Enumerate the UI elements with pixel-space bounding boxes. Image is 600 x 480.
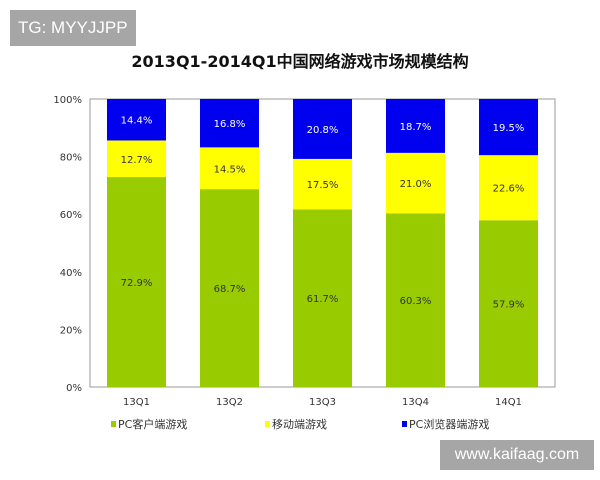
data-label: 57.9% [493,300,525,311]
x-tick-label: 13Q1 [123,397,150,408]
bar-segment [293,209,352,387]
data-label: 61.7% [307,294,339,305]
data-label: 22.6% [493,184,525,195]
data-label: 12.7% [121,155,153,166]
data-label: 19.5% [493,123,525,134]
legend-label: PC客户端游戏 [118,417,187,431]
bar-segment [293,158,352,210]
data-label: 60.3% [400,296,432,307]
x-tick-label: 13Q3 [309,397,336,408]
data-label: 16.8% [214,119,246,130]
legend-label: 移动端游戏 [272,418,327,431]
bar-segment [479,155,538,221]
y-tick-label: 60% [60,210,82,221]
bar-segment [293,99,352,159]
data-label: 20.8% [307,125,339,136]
watermark-bottom-right: www.kaifaag.com [440,440,594,470]
x-tick-label: 14Q1 [495,397,522,408]
x-tick-label: 13Q4 [402,397,429,408]
legend-marker [402,421,407,427]
y-tick-label: 20% [60,325,82,336]
bar-segment [386,99,445,153]
bar-segment [479,220,538,387]
y-tick-label: 80% [60,153,82,164]
bar-segment [200,99,259,148]
watermark-top-left: TG: MYYJJPP [10,10,136,46]
legend-marker [265,421,270,427]
legend-marker [111,421,116,427]
data-label: 17.5% [307,180,339,191]
data-label: 18.7% [400,122,432,133]
y-tick-label: 40% [60,268,82,279]
bar-segment [107,177,166,387]
chart-title: 2013Q1-2014Q1中国网络游戏市场规模结构 [131,52,469,71]
bar-segment [200,189,259,387]
y-tick-label: 0% [66,383,82,394]
data-label: 68.7% [214,284,246,295]
bar-segment [479,99,538,156]
data-label: 14.5% [214,164,246,175]
bar-segment [107,140,166,178]
y-tick-label: 100% [53,95,82,106]
bar-segment [386,152,445,214]
legend-label: PC浏览器端游戏 [409,417,489,431]
bar-segment [200,147,259,190]
bar-segment [107,99,166,141]
data-label: 21.0% [400,179,432,190]
data-label: 72.9% [121,278,153,289]
data-label: 14.4% [121,116,153,127]
bar-segment [386,213,445,387]
x-tick-label: 13Q2 [216,397,243,408]
